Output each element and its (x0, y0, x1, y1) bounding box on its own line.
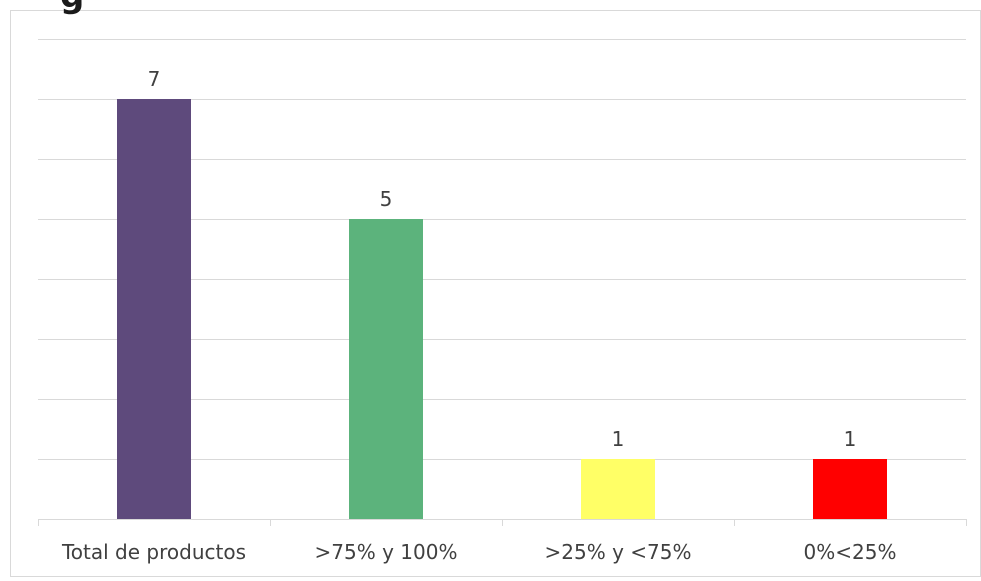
data-label: 1 (844, 427, 857, 451)
bars (117, 99, 887, 519)
bar (813, 459, 887, 519)
chart-title-fragment: g (60, 0, 84, 16)
x-tick-label: >75% y 100% (315, 540, 458, 564)
x-axis (38, 519, 967, 526)
x-tick-label: >25% y <75% (545, 540, 692, 564)
x-tick-labels: Total de productos >75% y 100% >25% y <75%… (61, 540, 896, 564)
x-tick-label: 0%<25% (804, 540, 897, 564)
bar (581, 459, 655, 519)
data-label: 7 (148, 67, 161, 91)
bar (117, 99, 191, 519)
gridlines (38, 39, 966, 460)
data-labels: 7 5 1 1 (148, 67, 857, 451)
data-label: 5 (380, 187, 393, 211)
x-tick-label: Total de productos (61, 540, 246, 564)
bar (349, 219, 423, 519)
data-label: 1 (612, 427, 625, 451)
